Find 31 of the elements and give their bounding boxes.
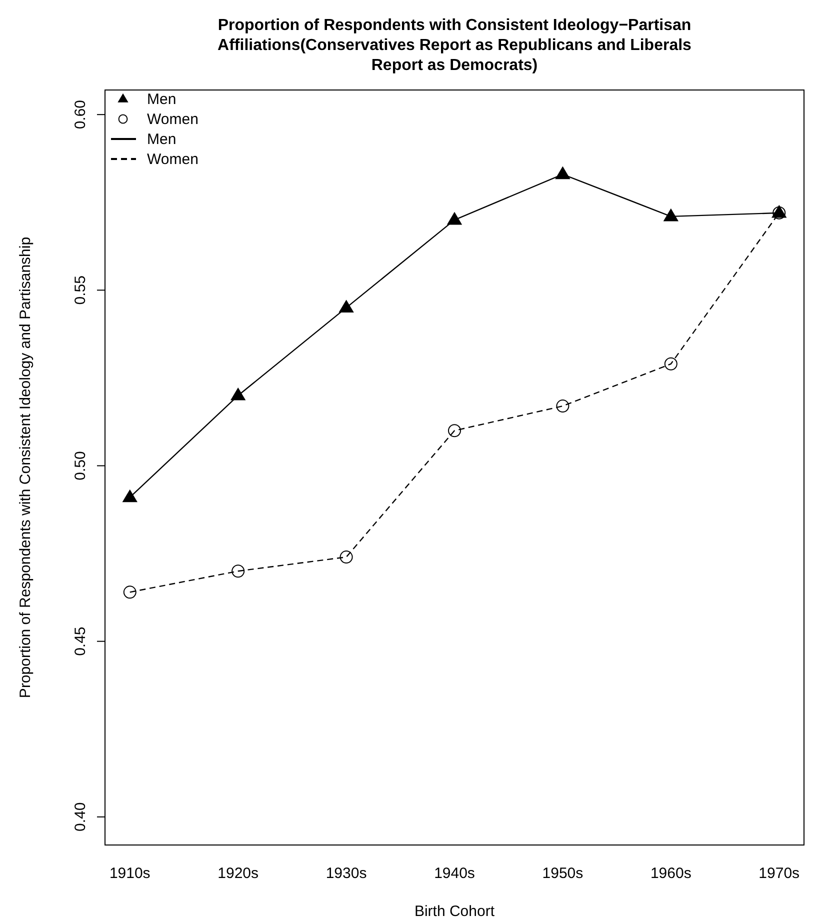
text: Men bbox=[147, 91, 176, 108]
y-tick-label: 0.50 bbox=[72, 451, 89, 480]
point bbox=[232, 564, 245, 578]
x-tick-label: 1910s bbox=[109, 865, 150, 882]
legend-label: Men bbox=[147, 131, 176, 148]
point bbox=[448, 424, 461, 438]
text: Women bbox=[147, 111, 198, 128]
legend-label: Women bbox=[147, 151, 198, 168]
point bbox=[340, 550, 353, 564]
x-tick-label: 1920s bbox=[218, 865, 259, 882]
point bbox=[123, 586, 136, 599]
x-tick-label: 1970s bbox=[758, 865, 800, 882]
point bbox=[122, 489, 138, 502]
y-tick-label: 0.40 bbox=[72, 802, 89, 832]
point bbox=[230, 388, 246, 400]
x-tick-label: 1930s bbox=[326, 865, 367, 882]
y-tick-label: 0.55 bbox=[72, 276, 89, 305]
y-tick-label: 0.60 bbox=[72, 100, 89, 130]
x-tick-label: 1940s bbox=[434, 865, 475, 882]
point bbox=[555, 166, 570, 180]
point bbox=[338, 300, 354, 313]
point bbox=[446, 212, 462, 225]
x-axis-title: Birth Cohort bbox=[414, 903, 496, 920]
point bbox=[664, 357, 678, 370]
point bbox=[556, 400, 570, 413]
point bbox=[663, 208, 679, 222]
y-tick-label: 0.45 bbox=[72, 626, 89, 656]
x-tick-label: 1950s bbox=[542, 865, 584, 882]
chart-title: Proportion of Respondents with Consistent Ideology−Partisan Affiliations(Conservatives Report as Republicans and Liberals Report as Democrats) bbox=[218, 17, 692, 74]
y-axis-title: Proportion of Respondents with Consistent Ideology and Partisanship bbox=[17, 236, 34, 698]
x-tick-label: 1960s bbox=[650, 865, 692, 882]
